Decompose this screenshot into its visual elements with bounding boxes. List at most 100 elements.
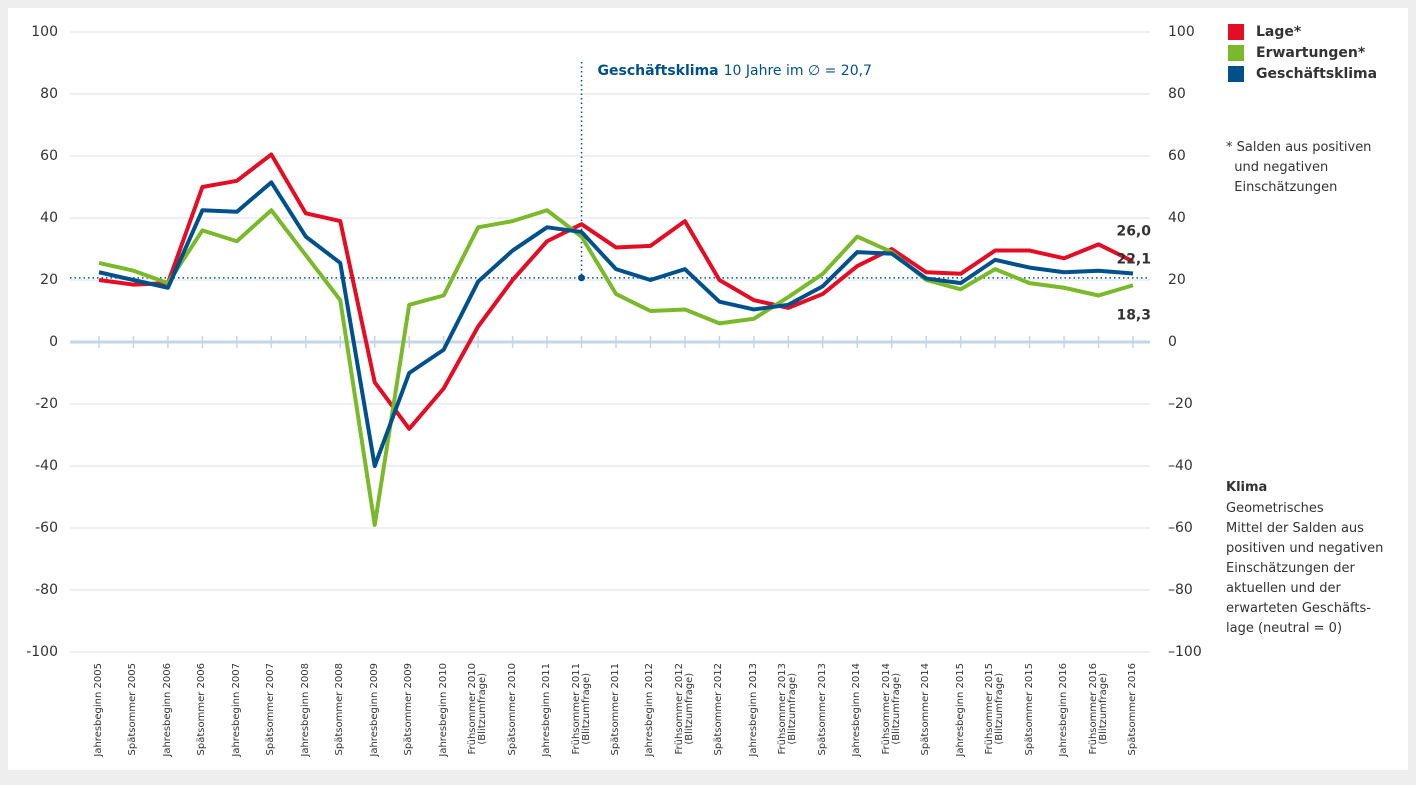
x-tick-label-text: Frühsommer 2010 (Blitzumfrage)	[467, 663, 489, 755]
x-tick-label: Jahresbeginn 2016	[1049, 663, 1079, 763]
x-tick-label-text: Spätsommer 2008	[334, 663, 346, 756]
x-tick-label: Jahresbeginn 2007	[222, 663, 252, 763]
y2-tick-label: 60	[1168, 148, 1186, 164]
x-tick-label-text: Jahresbeginn 2007	[230, 663, 242, 757]
value-label: 22,1	[1116, 251, 1151, 267]
y2-tick-label: 80	[1168, 86, 1186, 102]
series-line	[98, 180, 1134, 468]
x-tick-label: Jahresbeginn 2008	[291, 663, 321, 763]
footnote: * Salden aus positiven und negativen Ein…	[1226, 140, 1372, 195]
x-tick-label: Spätsommer 2007	[256, 663, 286, 763]
x-tick-label: Spätsommer 2016	[1118, 663, 1148, 763]
x-tick-label: Spätsommer 2014	[911, 663, 941, 763]
legend-swatch	[1228, 24, 1244, 40]
x-tick-label: Frühsommer 2016 (Blitzumfrage)	[1084, 663, 1114, 763]
y2-tick-label: –20	[1168, 396, 1193, 412]
x-tick-label: Jahresbeginn 2012	[635, 663, 665, 763]
x-tick-label-text: Spätsommer 2012	[713, 663, 725, 756]
annotation-title: Geschäftsklima	[598, 63, 719, 79]
annotation-dot	[578, 274, 586, 282]
x-tick-label: Spätsommer 2009	[394, 663, 424, 763]
y-tick-label: -60	[35, 520, 58, 536]
y2-tick-label: –60	[1168, 520, 1193, 536]
legend-swatch	[1228, 66, 1244, 82]
x-tick-label-text: Spätsommer 2009	[403, 663, 415, 756]
annotation-text: 10 Jahre im ∅ = 20,7	[724, 63, 872, 79]
y2-tick-label: –40	[1168, 458, 1193, 474]
value-label: 26,0	[1116, 223, 1151, 239]
x-tick-label: Frühsommer 2013 (Blitzumfrage)	[773, 663, 803, 763]
x-tick-label: Spätsommer 2011	[601, 663, 631, 763]
y2-tick-label: –80	[1168, 582, 1193, 598]
x-tick-label-text: Frühsommer 2013 (Blitzumfrage)	[777, 663, 799, 755]
note-text: Geometrisches Mittel der Salden aus posi…	[1226, 501, 1384, 636]
x-tick-label-text: Jahresbeginn 2013	[747, 663, 759, 757]
y-tick-label: -40	[35, 458, 58, 474]
series-line	[98, 152, 1134, 431]
y2-tick-label: 40	[1168, 210, 1186, 226]
x-tick-label: Frühsommer 2012 (Blitzumfrage)	[670, 663, 700, 763]
legend-label: Lage*	[1256, 24, 1302, 40]
y-tick-label: 40	[40, 210, 58, 226]
x-tick-label-text: Frühsommer 2016 (Blitzumfrage)	[1087, 663, 1109, 755]
y2-tick-label: –100	[1168, 644, 1202, 660]
x-tick-label: Spätsommer 2006	[187, 663, 217, 763]
x-tick-label-text: Spätsommer 2016	[1127, 663, 1138, 756]
x-tick-label-text: Frühsommer 2012 (Blitzumfrage)	[673, 663, 695, 755]
note-title: Klima	[1226, 480, 1268, 495]
x-tick-label: Spätsommer 2012	[704, 663, 734, 763]
legend-label: Geschäftsklima	[1256, 66, 1377, 82]
x-tick-label-text: Jahresbeginn 2016	[1058, 663, 1070, 757]
x-tick-label: Jahresbeginn 2009	[360, 663, 390, 763]
x-tick-label-text: Jahresbeginn 2014	[851, 663, 863, 757]
x-tick-label: Frühsommer 2010 (Blitzumfrage)	[463, 663, 493, 763]
legend-swatch	[1228, 45, 1244, 61]
x-tick-label: Frühsommer 2011 (Blitzumfrage)	[567, 663, 597, 763]
y-tick-label: -20	[35, 396, 58, 412]
annotation: Geschäftsklima 10 Jahre im ∅ = 20,7	[598, 63, 872, 79]
x-tick-label-text: Jahresbeginn 2005	[93, 663, 104, 757]
value-label: 18,3	[1116, 307, 1151, 323]
x-tick-label-text: Spätsommer 2013	[816, 663, 828, 756]
y-tick-label: -80	[35, 582, 58, 598]
x-tick-label: Frühsommer 2015 (Blitzumfrage)	[980, 663, 1010, 763]
x-tick-label: Jahresbeginn 2015	[946, 663, 976, 763]
y-tick-label: 100	[31, 24, 58, 40]
x-tick-label: Spätsommer 2005	[118, 663, 148, 763]
y2-tick-label: 20	[1168, 272, 1186, 288]
x-tick-label-text: Jahresbeginn 2008	[299, 663, 311, 757]
x-tick-label-text: Jahresbeginn 2010	[437, 663, 449, 757]
y-tick-label: 20	[40, 272, 58, 288]
chart-frame	[8, 8, 1408, 770]
x-tick-label: Jahresbeginn 2010	[429, 663, 459, 763]
x-tick-label-text: Spätsommer 2010	[506, 663, 518, 756]
y2-tick-label: 100	[1168, 24, 1195, 40]
x-tick-label: Jahresbeginn 2011	[532, 663, 562, 763]
x-tick-label: Spätsommer 2010	[498, 663, 528, 763]
x-tick-label-text: Spätsommer 2006	[196, 663, 208, 756]
x-tick-label: Spätsommer 2008	[325, 663, 355, 763]
x-tick-label: Spätsommer 2015	[1015, 663, 1045, 763]
y2-tick-label: 0	[1168, 334, 1177, 350]
x-tick-label: Spätsommer 2013	[808, 663, 838, 763]
x-tick-label-text: Jahresbeginn 2015	[954, 663, 966, 757]
x-tick-label-text: Frühsommer 2014 (Blitzumfrage)	[880, 663, 902, 755]
x-tick-label-text: Spätsommer 2015	[1023, 663, 1035, 756]
x-tick-label-text: Jahresbeginn 2012	[644, 663, 656, 757]
x-tick-label: Jahresbeginn 2005	[84, 663, 114, 763]
x-tick-label: Jahresbeginn 2006	[153, 663, 183, 763]
y-tick-label: 0	[49, 334, 58, 350]
legend-label: Erwartungen*	[1256, 45, 1366, 61]
x-tick-label: Jahresbeginn 2013	[739, 663, 769, 763]
y-tick-label: 80	[40, 86, 58, 102]
x-tick-label-text: Jahresbeginn 2006	[161, 663, 173, 757]
y-tick-label: -100	[26, 644, 58, 660]
x-tick-label: Frühsommer 2014 (Blitzumfrage)	[877, 663, 907, 763]
x-tick-label-text: Spätsommer 2011	[610, 663, 621, 756]
x-tick-label: Jahresbeginn 2014	[842, 663, 872, 763]
series-line	[98, 208, 1134, 527]
x-tick-label-text: Frühsommer 2011 (Blitzumfrage)	[570, 663, 592, 755]
x-tick-label-text: Frühsommer 2015 (Blitzumfrage)	[984, 663, 1006, 755]
x-tick-label-text: Spätsommer 2014	[920, 663, 932, 756]
